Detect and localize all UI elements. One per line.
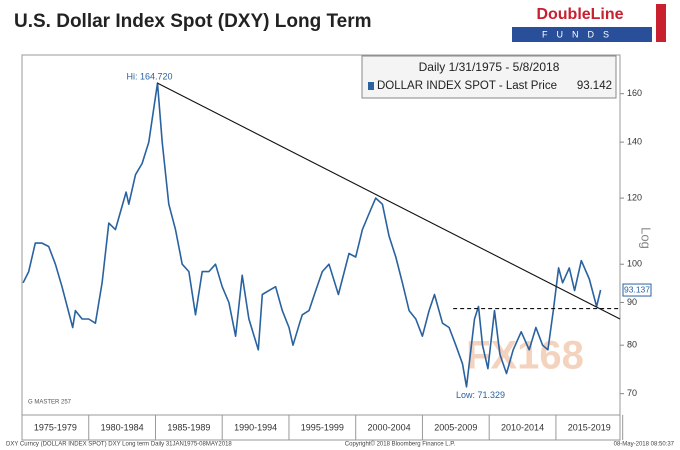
x-tick-label: 1980-1984 (101, 422, 144, 432)
y-tick-label: 120 (627, 192, 642, 202)
last-price-tag (622, 283, 652, 297)
y-tick-label: 100 (627, 259, 642, 269)
x-tick-label: 2010-2014 (501, 422, 544, 432)
legend (361, 55, 617, 99)
logo-mark (656, 4, 666, 42)
price-line (22, 82, 602, 388)
logo-top (512, 4, 652, 26)
y-tick-label: 70 (627, 388, 637, 398)
logo-sub: FUNDS (542, 29, 618, 39)
x-tick-label: 1975-1979 (34, 422, 77, 432)
legend-last-price: 93.142 (577, 80, 612, 92)
y-tick-label: 90 (627, 297, 637, 307)
x-tick-label: 1985-1989 (167, 422, 210, 432)
logo-bar (512, 27, 652, 42)
plot: 70 80 90 100 120 140 160 1975-1979 1980-1984 1985… (21, 72, 652, 441)
y-axis-label: Log (639, 227, 654, 249)
last-price-tag-label: 93.137 (624, 284, 650, 294)
chart-title: U.S. Dollar Index Spot (DXY) Long Term (14, 11, 372, 32)
annotation: Low: 71.329 (456, 390, 505, 400)
footer-center: Copyright© 2018 Bloomberg Finance L.P. (345, 441, 456, 448)
x-tick-label: 2015-2019 (568, 422, 611, 432)
logo-brand: DoubleLine (536, 6, 623, 23)
x-tick-label: 1995-1999 (301, 422, 344, 432)
x-tick-label: 1990-1994 (234, 422, 277, 432)
x-axis-band (21, 414, 621, 441)
y-tick-label: 140 (627, 137, 642, 147)
note: G MASTER 257 (28, 400, 72, 406)
x-tick-label: 2000-2004 (368, 422, 411, 432)
legend-swatch (368, 82, 374, 90)
annotation: Hi: 164.720 (126, 72, 172, 82)
footer-left: DXY Curncy (DOLLAR INDEX SPOT) DXY Long … (6, 442, 232, 448)
x-tick-label: 2005-2009 (434, 422, 477, 432)
legend-header: Daily 1/31/1975 - 5/8/2018 (419, 60, 560, 74)
legend-label: DOLLAR INDEX SPOT - Last Price (377, 80, 557, 92)
trend-line (157, 82, 621, 320)
y-tick-label: 160 (627, 88, 642, 98)
y-tick-label: 80 (627, 340, 637, 350)
footer-right: 08-May-2018 08:50:37 (614, 442, 675, 448)
